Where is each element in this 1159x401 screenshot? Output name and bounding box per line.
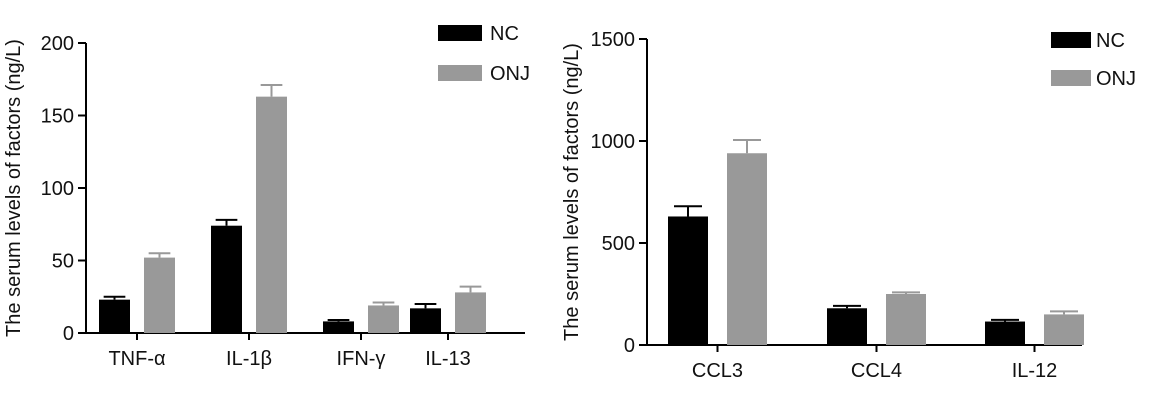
bar-onj-0 <box>727 153 767 345</box>
legend-label-onj: ONJ <box>1096 68 1136 90</box>
bar-nc-3 <box>410 308 441 333</box>
y-axis-title: The serum levels of factors (ng/L) <box>3 39 25 337</box>
y-tick-label: 500 <box>602 233 635 255</box>
legend: NC ONJ <box>438 23 530 85</box>
y-tick-label: 200 <box>41 33 74 55</box>
bar-onj-2 <box>368 305 399 333</box>
bar-nc-2 <box>985 321 1025 345</box>
y-tick-label: 1500 <box>591 29 636 51</box>
y-tick-label: 1000 <box>591 131 636 153</box>
legend-label-onj: ONJ <box>490 63 530 85</box>
legend-swatch-onj <box>1051 70 1091 86</box>
x-tick-label: IFN-γ <box>337 348 386 370</box>
legend-swatch-nc <box>438 25 482 41</box>
bar-nc-0 <box>668 216 708 345</box>
y-tick-label: 100 <box>41 178 74 200</box>
x-tick-label: IL-12 <box>1012 360 1058 382</box>
x-tick-label: IL-13 <box>425 348 471 370</box>
bar-onj-1 <box>256 96 287 334</box>
chart-panel-cytokines: 0 50 100 150 200 The serum levels of factors … <box>3 23 530 370</box>
legend-swatch-onj <box>438 65 482 81</box>
x-tick-label: CCL3 <box>692 360 743 382</box>
bar-onj-3 <box>455 292 486 333</box>
x-tick-label: TNF-α <box>108 348 165 370</box>
y-tick-label: 50 <box>52 251 74 273</box>
legend-label-nc: NC <box>490 23 519 45</box>
x-tick-label: IL-1β <box>226 348 272 370</box>
x-tick-label: CCL4 <box>851 360 902 382</box>
bar-onj-2 <box>1044 314 1084 345</box>
bar-nc-1 <box>211 225 242 333</box>
legend-swatch-nc <box>1051 32 1091 48</box>
bar-onj-1 <box>886 294 926 345</box>
bar-nc-2 <box>323 321 354 333</box>
bar-nc-1 <box>827 308 867 345</box>
y-tick-label: 0 <box>63 323 74 345</box>
y-tick-label: 0 <box>624 335 635 357</box>
bar-nc-0 <box>99 299 130 333</box>
legend-label-nc: NC <box>1096 30 1125 52</box>
y-axis-title: The serum levels of factors (ng/L) <box>561 43 583 341</box>
legend: NC ONJ <box>1051 30 1136 90</box>
chart-panel-chemokines: 0 500 1000 1500 The serum levels of factors … <box>561 29 1136 382</box>
bar-onj-0 <box>144 257 175 333</box>
y-tick-label: 150 <box>41 106 74 128</box>
